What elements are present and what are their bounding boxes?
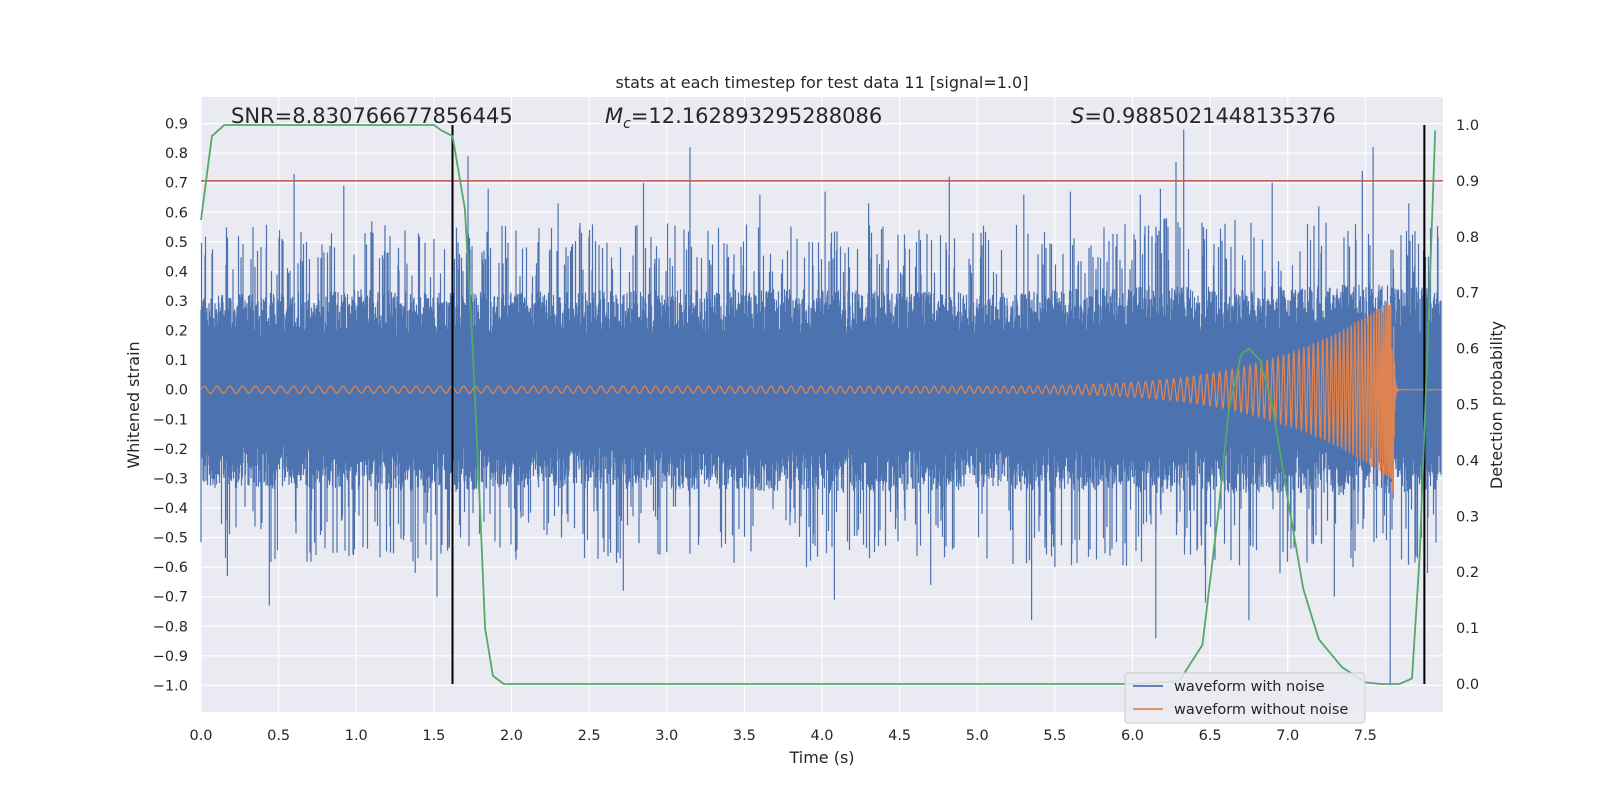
y-left-axis-label: Whitened strain (124, 341, 143, 468)
chart-title: stats at each timestep for test data 11 … (616, 73, 1029, 92)
chirp-mass-annotation: Mc=12.162893295288086 (605, 104, 882, 132)
y-left-axis-ticks: 0.9 0.8 0.7 0.6 0.5 0.4 0.3 0.2 0.1 0.0 −0.1 −0.2 −0… (153, 117, 188, 695)
y-left-tick-label-17: −0.8 (153, 619, 188, 635)
y-right-tick-label-0: 1.0 (1456, 118, 1479, 134)
chirp-mass-subscript: c (623, 116, 631, 132)
y-right-tick-label-10: 0.0 (1456, 677, 1479, 693)
y-left-tick-label-19: −1.0 (153, 678, 188, 694)
s-symbol: S (1071, 104, 1084, 128)
y-left-tick-label-1: 0.8 (165, 146, 188, 162)
y-right-axis-label: Detection probability (1487, 321, 1506, 489)
y-right-tick-label-4: 0.6 (1456, 342, 1479, 358)
y-right-tick-label-3: 0.7 (1456, 286, 1479, 302)
legend-label-clean: waveform without noise (1174, 702, 1348, 718)
x-axis-ticks: 0.0 0.5 1.0 1.5 2.0 2.5 3.0 3.5 4.0 4.5 5.0 5.5 6.0 6… (189, 728, 1376, 744)
snr-annotation: SNR=8.830766677856445 (231, 104, 513, 128)
y-right-axis-ticks: 1.0 0.9 0.8 0.7 0.6 0.5 0.4 0.3 0.2 0.1 0.0 (1456, 118, 1479, 693)
legend: waveform with noise waveform without noi… (1124, 672, 1366, 724)
y-left-tick-label-18: −0.9 (153, 649, 188, 665)
x-tick-label-13: 6.5 (1199, 728, 1222, 744)
y-left-tick-label-12: −0.3 (153, 471, 188, 487)
y-right-tick-label-1: 0.9 (1456, 174, 1479, 190)
legend-label-noise: waveform with noise (1174, 679, 1325, 695)
clean-waveform-line (200, 302, 1442, 500)
chirp-mass-symbol: M (605, 104, 623, 128)
y-right-tick-label-8: 0.2 (1456, 565, 1479, 581)
y-left-tick-label-10: −0.1 (153, 412, 188, 428)
x-tick-label-2: 1.0 (345, 728, 368, 744)
y-left-tick-label-5: 0.4 (165, 264, 188, 280)
y-right-tick-label-6: 0.4 (1456, 453, 1479, 469)
y-left-tick-label-4: 0.5 (165, 235, 188, 251)
y-left-tick-label-14: −0.5 (153, 531, 188, 547)
y-left-tick-label-6: 0.3 (165, 294, 188, 310)
y-left-tick-label-7: 0.2 (165, 324, 188, 340)
y-right-tick-label-5: 0.5 (1456, 398, 1479, 414)
x-tick-label-10: 5.0 (966, 728, 989, 744)
x-tick-label-0: 0.0 (189, 728, 212, 744)
marker-lines (451, 124, 1426, 685)
x-tick-label-11: 5.5 (1043, 728, 1066, 744)
x-tick-label-8: 4.0 (810, 728, 833, 744)
y-left-tick-label-2: 0.7 (165, 176, 188, 192)
y-left-tick-label-15: −0.6 (153, 560, 188, 576)
x-tick-label-4: 2.0 (500, 728, 523, 744)
y-left-tick-label-11: −0.2 (153, 442, 188, 458)
y-left-tick-label-3: 0.6 (165, 205, 188, 221)
chirp-mass-value: =12.162893295288086 (631, 104, 882, 128)
x-tick-label-9: 4.5 (888, 728, 911, 744)
x-tick-label-14: 7.0 (1276, 728, 1299, 744)
series-waveform-without-noise (200, 302, 1442, 500)
legend-box (1124, 672, 1366, 724)
y-left-tick-label-9: 0.0 (165, 383, 188, 399)
x-tick-label-6: 3.0 (655, 728, 678, 744)
y-left-tick-label-13: −0.4 (153, 501, 188, 517)
x-tick-label-5: 2.5 (578, 728, 601, 744)
y-right-tick-label-7: 0.3 (1456, 509, 1479, 525)
y-right-tick-label-9: 0.1 (1456, 621, 1479, 637)
x-axis-label: Time (s) (788, 748, 854, 767)
y-right-tick-label-2: 0.8 (1456, 230, 1479, 246)
x-tick-label-3: 1.5 (422, 728, 445, 744)
x-tick-label-12: 6.0 (1121, 728, 1144, 744)
x-tick-label-7: 3.5 (733, 728, 756, 744)
y-left-tick-label-16: −0.7 (153, 590, 188, 606)
x-tick-label-1: 0.5 (267, 728, 290, 744)
s-value: =0.9885021448135376 (1084, 104, 1335, 128)
s-annotation: S=0.9885021448135376 (1071, 104, 1336, 128)
y-left-tick-label-8: 0.1 (165, 353, 188, 369)
x-tick-label-15: 7.5 (1354, 728, 1377, 744)
y-left-tick-label-0: 0.9 (165, 117, 188, 133)
